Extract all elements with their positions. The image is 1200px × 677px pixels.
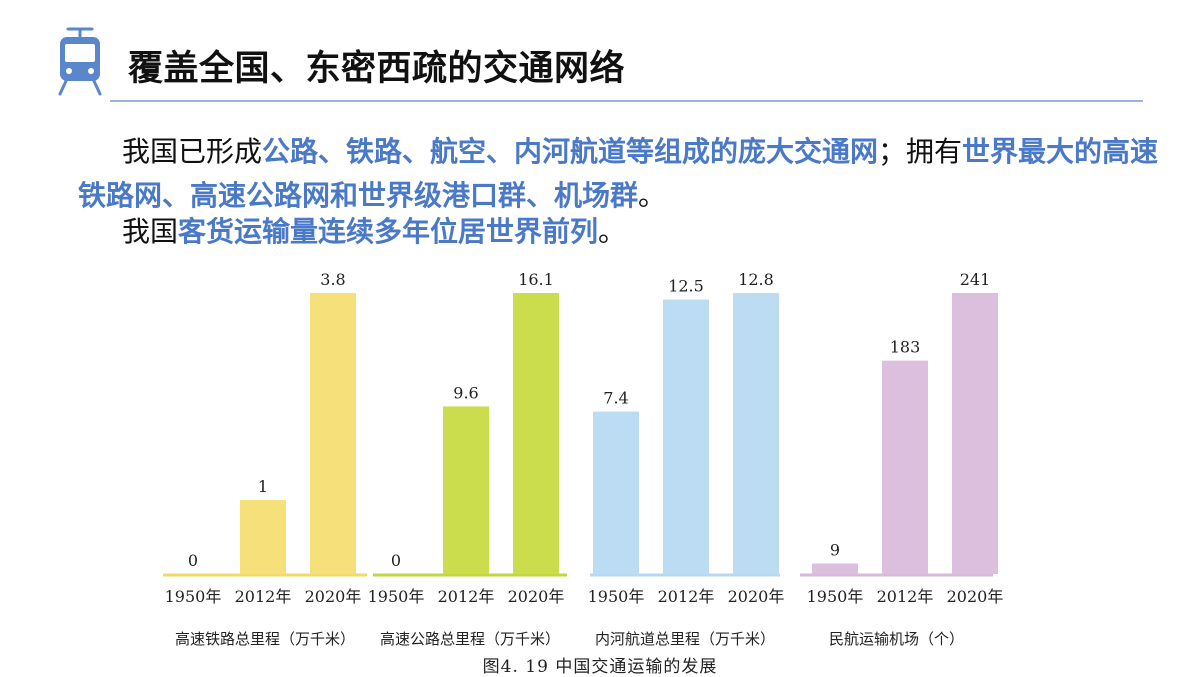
data-label: 16.1 (518, 270, 554, 289)
highlight-text: 客货运输量连续多年位居世界前列 (178, 215, 599, 248)
chart-bar (663, 299, 709, 574)
x-tick-label: 2020年 (508, 587, 565, 606)
x-tick-label: 2020年 (728, 587, 785, 606)
data-label: 12.5 (668, 277, 704, 296)
chart-bar (310, 293, 356, 574)
intro-paragraph: 我国已形成公路、铁路、航空、内河航道等组成的庞大交通网；拥有世界最大的高速铁路网… (78, 130, 1178, 218)
data-label: 1 (258, 477, 268, 496)
title-divider (110, 100, 1143, 102)
page-title: 覆盖全国、东密西疏的交通网络 (128, 49, 626, 89)
body-text: 。 (598, 215, 627, 248)
figure-caption: 图4. 19 中国交通运输的发展 (482, 657, 718, 677)
axis-label: 民航运输机场（个） (829, 630, 964, 648)
axis-label: 内河航道总里程（万千米） (595, 630, 775, 648)
x-tick-label: 2012年 (235, 587, 292, 606)
x-tick-label: 1950年 (588, 587, 645, 606)
body-text: 。 (638, 179, 667, 212)
axis-label: 高速铁路总里程（万千米） (175, 630, 355, 648)
x-tick-label: 2012年 (877, 587, 934, 606)
x-tick-label: 2020年 (305, 587, 362, 606)
x-tick-label: 2012年 (438, 587, 495, 606)
data-label: 0 (188, 551, 198, 570)
chart-bar (812, 563, 858, 574)
chart-bar (952, 293, 998, 574)
data-label: 7.4 (603, 389, 628, 408)
x-tick-label: 1950年 (807, 587, 864, 606)
x-tick-label: 2020年 (947, 587, 1004, 606)
body-text: ；拥有 (878, 135, 963, 168)
body-text: 我国已形成 (122, 135, 263, 168)
chart-bar (733, 293, 779, 574)
data-label: 9 (830, 541, 840, 560)
highlight-text: 世界最大的高速铁路网、高速公路网和世界级港口群、机场群 (78, 135, 1159, 212)
data-label: 0 (391, 551, 401, 570)
train-icon (58, 27, 102, 96)
data-label: 12.8 (738, 270, 774, 289)
chart-bar (513, 293, 559, 574)
body-text: 我国 (122, 215, 179, 248)
data-label: 9.6 (453, 383, 478, 402)
chart-bar (593, 411, 639, 574)
x-tick-label: 2012年 (658, 587, 715, 606)
data-label: 183 (890, 338, 921, 357)
chart-bar (882, 360, 928, 574)
x-tick-label: 1950年 (165, 587, 222, 606)
transport-volume-paragraph: 我国客货运输量连续多年位居世界前列。 (78, 210, 626, 254)
x-tick-label: 1950年 (368, 587, 425, 606)
chart-bar (443, 406, 489, 574)
data-label: 241 (960, 270, 991, 289)
chart-bar (240, 500, 286, 574)
highlight-text: 公路、铁路、航空、内河航道等组成的庞大交通网 (262, 135, 879, 168)
data-label: 3.8 (320, 270, 345, 289)
axis-label: 高速公路总里程（万千米） (380, 630, 560, 648)
